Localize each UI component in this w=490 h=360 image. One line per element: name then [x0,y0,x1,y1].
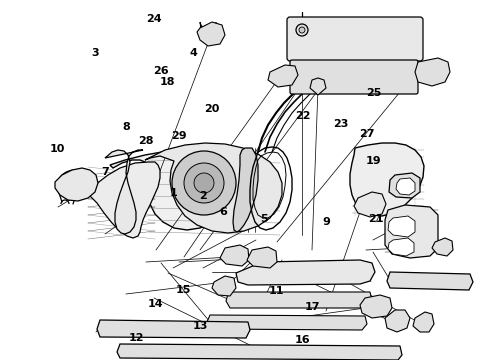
Text: 1: 1 [170,188,178,198]
Polygon shape [268,65,298,87]
Polygon shape [354,192,386,217]
Text: 22: 22 [295,111,311,121]
Text: 2: 2 [199,191,207,201]
Polygon shape [413,312,434,332]
Text: 14: 14 [148,299,164,309]
Polygon shape [396,178,415,195]
Text: 7: 7 [101,167,109,177]
Polygon shape [387,272,473,290]
Polygon shape [360,295,392,318]
Polygon shape [117,344,402,360]
Polygon shape [220,245,249,266]
Polygon shape [212,276,236,296]
Text: 16: 16 [295,335,311,345]
Polygon shape [105,150,143,234]
Polygon shape [85,162,160,238]
Polygon shape [388,238,414,256]
Text: 11: 11 [269,286,285,296]
Text: 18: 18 [160,77,175,87]
Text: 9: 9 [322,217,330,228]
Text: 3: 3 [92,48,99,58]
Text: 8: 8 [122,122,130,132]
Polygon shape [385,310,410,332]
Polygon shape [389,173,420,198]
Circle shape [172,151,236,215]
Polygon shape [432,238,453,256]
Polygon shape [197,22,225,46]
Circle shape [194,173,214,193]
Text: 20: 20 [204,104,220,114]
Text: 5: 5 [260,214,268,224]
Polygon shape [350,143,424,216]
Circle shape [184,163,224,203]
Text: 21: 21 [368,214,384,224]
Text: 28: 28 [138,136,154,146]
Polygon shape [110,150,235,230]
Text: 23: 23 [333,119,348,129]
FancyBboxPatch shape [287,17,423,61]
Polygon shape [385,205,438,258]
Text: 26: 26 [153,66,169,76]
Text: 29: 29 [171,131,187,141]
Polygon shape [236,260,375,285]
Text: 17: 17 [305,302,320,312]
Text: 19: 19 [366,156,381,166]
Polygon shape [233,148,258,232]
Polygon shape [207,315,367,330]
Text: 25: 25 [366,88,381,98]
Text: 15: 15 [176,285,192,295]
Polygon shape [310,78,326,95]
Text: 12: 12 [128,333,144,343]
Polygon shape [145,143,282,233]
Circle shape [299,27,305,33]
Polygon shape [247,247,277,268]
Text: 6: 6 [219,207,227,217]
Polygon shape [97,320,250,338]
FancyBboxPatch shape [290,60,418,94]
Text: 10: 10 [50,144,66,154]
Polygon shape [175,159,233,208]
Polygon shape [226,292,372,308]
Text: 13: 13 [192,321,208,331]
Text: 24: 24 [147,14,162,24]
Text: 4: 4 [190,48,197,58]
Polygon shape [388,216,415,237]
Polygon shape [55,168,98,201]
Polygon shape [415,58,450,86]
Text: 27: 27 [359,129,374,139]
Circle shape [296,24,308,36]
